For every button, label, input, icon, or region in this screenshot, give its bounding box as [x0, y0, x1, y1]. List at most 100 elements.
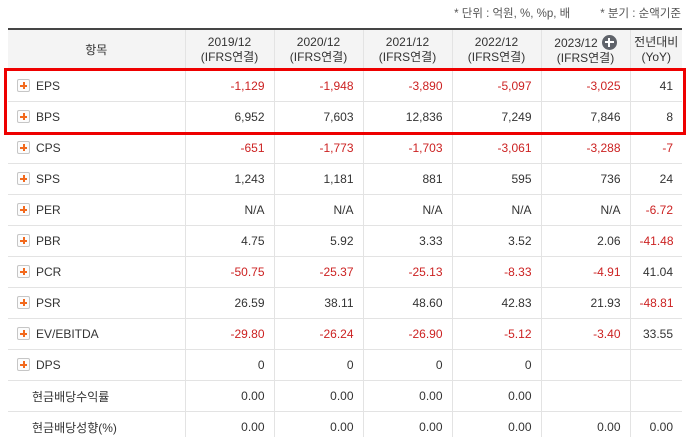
- plus-expand-icon[interactable]: [17, 110, 30, 123]
- value-cell: 736: [540, 163, 630, 195]
- value-cell: 33.55: [629, 318, 682, 350]
- table-row-현금배당수익률: 현금배당수익률 0.00 0.00 0.00 0.00: [8, 380, 682, 412]
- value-cell: -50.75: [184, 256, 274, 288]
- plus-expand-icon[interactable]: [17, 327, 30, 340]
- table-row-SPS: SPS 1,243 1,181 881 595 736 24: [8, 163, 682, 195]
- value-cell: 595: [451, 163, 541, 195]
- row-label-cell: SPS: [8, 163, 185, 195]
- unit-note: * 단위 : 억원, %, %p, 배: [454, 8, 571, 20]
- value-cell: [629, 349, 682, 381]
- value-cell: -25.37: [273, 256, 363, 288]
- column-header-2023-12: 2023/12 (IFRS연결): [540, 28, 630, 71]
- table-row-CPS: CPS -651 -1,773 -1,703 -3,061 -3,288 -7: [8, 132, 682, 164]
- value-cell: 41.04: [629, 256, 682, 288]
- row-label-cell: CPS: [8, 132, 185, 164]
- row-label: PBR: [36, 234, 61, 248]
- icon-spacer: [17, 400, 32, 401]
- value-cell: -48.81: [629, 287, 682, 319]
- column-header-line2: (IFRS연결): [378, 50, 437, 64]
- column-header-item: 항목: [8, 28, 185, 71]
- table-row-DPS: DPS 0 0 0 0: [8, 349, 682, 381]
- column-header-line2: (IFRS연결): [467, 50, 526, 64]
- value-cell: 881: [362, 163, 452, 195]
- plus-expand-icon[interactable]: [17, 203, 30, 216]
- value-cell: -1,773: [273, 132, 363, 164]
- value-cell: 0.00: [184, 411, 274, 437]
- row-label-cell: EV/EBITDA: [8, 318, 185, 350]
- value-cell: -1,948: [273, 70, 363, 102]
- row-label-cell: PBR: [8, 225, 185, 257]
- plus-expand-icon[interactable]: [17, 172, 30, 185]
- value-cell: 4.75: [184, 225, 274, 257]
- circle-plus-icon[interactable]: [601, 34, 617, 50]
- plus-expand-icon[interactable]: [17, 358, 30, 371]
- column-header-2022-12: 2022/12 (IFRS연결): [451, 28, 541, 71]
- table-row-PSR: PSR 26.59 38.11 48.60 42.83 21.93 -48.81: [8, 287, 682, 319]
- row-label-cell: EPS: [8, 70, 185, 102]
- column-header-line1: 2019/12: [207, 35, 252, 49]
- plus-expand-icon[interactable]: [17, 296, 30, 309]
- value-cell: 26.59: [184, 287, 274, 319]
- value-cell: -6.72: [629, 194, 682, 226]
- value-cell: N/A: [540, 194, 630, 226]
- table-header-row: 항목 2019/12 (IFRS연결) 2020/12 (IFRS연결) 2021/12…: [8, 28, 682, 71]
- plus-expand-icon[interactable]: [17, 234, 30, 247]
- row-label: PSR: [36, 296, 61, 310]
- value-cell: 7,249: [451, 101, 541, 133]
- per-share-metrics-table: 항목 2019/12 (IFRS연결) 2020/12 (IFRS연결) 2021/12…: [8, 28, 682, 437]
- table-row-BPS: BPS 6,952 7,603 12,836 7,249 7,846 8: [8, 101, 682, 133]
- value-cell: -1,703: [362, 132, 452, 164]
- value-cell: 21.93: [540, 287, 630, 319]
- column-header-line1: 2021/12: [385, 35, 430, 49]
- value-cell: -26.90: [362, 318, 452, 350]
- value-cell: 8: [629, 101, 682, 133]
- value-cell: -3,061: [451, 132, 541, 164]
- table-row-EV-EBITDA: EV/EBITDA -29.80 -26.24 -26.90 -5.12 -3.40 33.…: [8, 318, 682, 350]
- table-row-PBR: PBR 4.75 5.92 3.33 3.52 2.06 -41.48: [8, 225, 682, 257]
- value-cell: 0.00: [451, 380, 541, 412]
- value-cell: 0.00: [273, 411, 363, 437]
- value-cell: 0.00: [629, 411, 682, 437]
- row-label: EV/EBITDA: [36, 327, 99, 341]
- plus-expand-icon[interactable]: [17, 79, 30, 92]
- value-cell: 0.00: [451, 411, 541, 437]
- table-row-PER: PER N/A N/A N/A N/A N/A -6.72: [8, 194, 682, 226]
- row-label: 현금배당수익률: [32, 389, 110, 404]
- value-cell: -7: [629, 132, 682, 164]
- value-cell: 0.00: [273, 380, 363, 412]
- row-label-cell: BPS: [8, 101, 185, 133]
- column-header-line1: 2022/12: [474, 35, 519, 49]
- value-cell: 3.52: [451, 225, 541, 257]
- value-cell: 12,836: [362, 101, 452, 133]
- column-header-line2: (YoY): [641, 50, 672, 64]
- value-cell: N/A: [451, 194, 541, 226]
- value-cell: 0: [184, 349, 274, 381]
- value-cell: 6,952: [184, 101, 274, 133]
- value-cell: 0: [362, 349, 452, 381]
- value-cell: 0.00: [184, 380, 274, 412]
- value-cell: -651: [184, 132, 274, 164]
- plus-expand-icon[interactable]: [17, 141, 30, 154]
- value-cell: 7,603: [273, 101, 363, 133]
- value-cell: -5.12: [451, 318, 541, 350]
- row-label: PCR: [36, 265, 62, 279]
- row-label-cell: 현금배당성향(%): [8, 411, 185, 437]
- value-cell: [540, 380, 630, 412]
- row-label: 현금배당성향(%): [32, 420, 117, 435]
- value-cell: -5,097: [451, 70, 541, 102]
- icon-spacer: [17, 431, 32, 432]
- plus-expand-icon[interactable]: [17, 265, 30, 278]
- value-cell: -29.80: [184, 318, 274, 350]
- value-cell: -1,129: [184, 70, 274, 102]
- value-cell: 3.33: [362, 225, 452, 257]
- value-cell: N/A: [184, 194, 274, 226]
- column-header-line1: 2023/12: [554, 35, 598, 50]
- value-cell: 24: [629, 163, 682, 195]
- row-label: PER: [36, 203, 61, 217]
- row-label-cell: PER: [8, 194, 185, 226]
- value-cell: -25.13: [362, 256, 452, 288]
- value-cell: -3,890: [362, 70, 452, 102]
- value-cell: 0.00: [362, 380, 452, 412]
- value-cell: 42.83: [451, 287, 541, 319]
